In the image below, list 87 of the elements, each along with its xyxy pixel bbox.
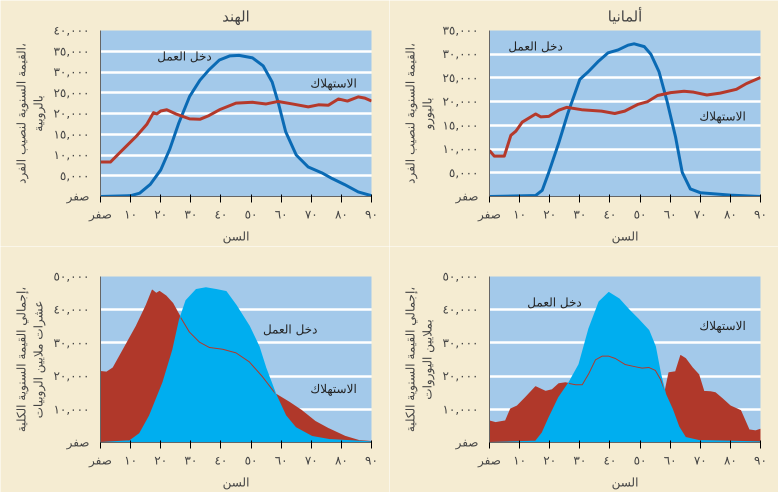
y-tick-label: ٣٠,٠٠٠ (53, 65, 90, 79)
x-tick-label: ٦٠ (664, 208, 677, 222)
x-tick-label: ١٠ (124, 208, 138, 222)
x-tick-label: ٥٠ (244, 454, 258, 468)
x-axis-title: السن (222, 230, 250, 244)
x-tick-label: ٥٠ (634, 208, 646, 222)
series-label: الاستهلاك (310, 76, 357, 90)
x-tick-label: ٢٠ (543, 208, 556, 222)
y-tick-label: ١٠,٠٠٠ (53, 402, 90, 416)
x-tick-label: ٤٠ (214, 454, 228, 468)
y-axis-title: إجمالي القيمة السنوية الكلية، بملايين اليوروات (404, 286, 434, 432)
x-tick-label: ٨٠ (334, 208, 348, 222)
x-tick-label: ٨٠ (724, 454, 737, 468)
y-axis-title: القيمة السنوية لنصيب الفرد، باليورو (404, 43, 434, 184)
x-tick-label: ٩٠ (365, 208, 378, 222)
y-tick-label: ٥,٠٠٠ (60, 168, 90, 183)
x-tick-label: ٩٠ (754, 454, 767, 468)
y-tick-label: ١٥,٠٠٠ (442, 118, 479, 132)
x-tick-label: ٧٠ (304, 454, 318, 468)
x-tick-label: ٥٠ (634, 454, 646, 468)
series-label: الاستهلاك (699, 109, 746, 124)
series-label: الاستهلاك (310, 382, 357, 396)
x-tick-label: ٤٠ (214, 208, 228, 222)
y-tick-label: صفر (66, 190, 90, 204)
y-tick-label: ٢٠,٠٠٠ (53, 369, 90, 384)
series-label: دخل العمل (527, 296, 582, 310)
y-tick-label: ١٥,٠٠٠ (53, 127, 90, 142)
x-tick-label: صفر (477, 454, 501, 468)
x-tick-label: ٦٠ (274, 454, 288, 468)
x-tick-label: صفر (477, 208, 501, 222)
y-tick-label: ٢٥,٠٠٠ (53, 86, 90, 100)
x-axis-title: السن (612, 230, 638, 244)
chart-title: الهند (222, 8, 250, 26)
y-tick-label: ٤٠,٠٠٠ (53, 24, 90, 38)
x-tick-label: ٣٠ (184, 454, 198, 468)
x-tick-label: ٩٠ (365, 454, 378, 468)
x-axis-title: السن (222, 476, 250, 490)
x-tick-label: ٢٠ (154, 454, 168, 468)
x-tick-label: ٦٠ (274, 208, 288, 222)
y-tick-label: ٥٠,٠٠٠ (442, 270, 479, 284)
x-tick-label: ٣٠ (573, 208, 586, 222)
y-tick-label: ٣٠,٠٠٠ (53, 336, 90, 350)
x-tick-label: ٢٠ (154, 208, 168, 222)
y-tick-label: صفر (454, 436, 479, 450)
x-tick-label: ٨٠ (724, 208, 737, 222)
x-tick-label: ٤٠ (604, 208, 616, 222)
x-tick-label: ١٠ (513, 208, 526, 222)
x-tick-label: ٨٠ (334, 454, 348, 468)
x-tick-label: ٣٠ (573, 454, 586, 468)
y-tick-label: ٢٠,٠٠٠ (53, 106, 90, 120)
x-tick-label: صفر (88, 454, 112, 468)
y-tick-label: ٥٠,٠٠٠ (53, 270, 90, 284)
y-tick-label: ٣٥,٠٠٠ (53, 44, 90, 58)
x-tick-label: ١٠ (124, 454, 138, 468)
text: دخل العمل (508, 40, 563, 54)
chart-title: ألمانيا (608, 6, 642, 26)
x-tick-label: ٢٠ (543, 454, 556, 468)
y-tick-label: ٣٠,٠٠٠ (442, 47, 479, 62)
x-tick-label: ٧٠ (694, 208, 707, 222)
y-tick-label: ٤٠,٠٠٠ (53, 302, 90, 317)
y-axis-title: إجمالي القيمة السنوية الكلية، عشرات ملايين الروبيات (14, 286, 46, 432)
series-label: دخل العمل (157, 50, 212, 64)
y-tick-label: ٣٥,٠٠٠ (442, 24, 479, 38)
x-tick-label: ٤٠ (604, 454, 616, 468)
y-tick-label: ١٠,٠٠٠ (442, 142, 479, 156)
x-tick-label: ٩٠ (754, 208, 767, 222)
y-tick-label: صفر (66, 436, 90, 450)
y-tick-label: ٣٠,٠٠٠ (442, 336, 479, 350)
x-tick-label: ٣٠ (184, 208, 198, 222)
x-tick-label: ٧٠ (304, 208, 318, 222)
y-tick-label: ٤٠,٠٠٠ (442, 302, 479, 317)
series-label: دخل العمل (262, 322, 318, 336)
y-tick-label: ١٠,٠٠٠ (53, 148, 90, 162)
x-axis-title: السن (612, 476, 638, 490)
y-tick-label: ٥,٠٠٠ (448, 166, 479, 180)
y-tick-label: ١٠,٠٠٠ (442, 402, 479, 416)
text: الاستهلاك (699, 318, 746, 333)
y-tick-label: ٢٠,٠٠٠ (442, 94, 479, 109)
x-tick-label: ٦٠ (664, 454, 677, 468)
x-tick-label: ١٠ (513, 454, 526, 468)
y-tick-label: ٢٥,٠٠٠ (442, 70, 479, 85)
x-tick-label: ٥٠ (244, 208, 258, 222)
y-axis-title: القيمة السنوية لنصيب الفرد، بالروبية (14, 43, 46, 184)
x-tick-label: ٧٠ (694, 454, 707, 468)
y-tick-label: ٢٠,٠٠٠ (442, 369, 479, 384)
x-tick-label: صفر (88, 208, 112, 222)
y-tick-label: صفر (454, 190, 479, 204)
